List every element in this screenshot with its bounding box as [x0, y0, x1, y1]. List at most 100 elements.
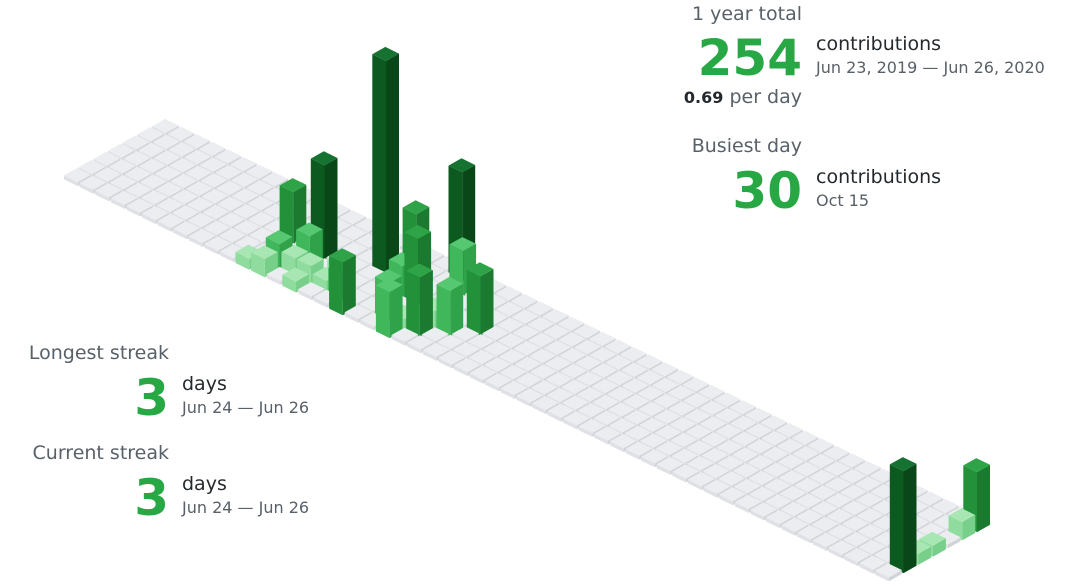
face-top — [750, 502, 777, 517]
face-right — [386, 53, 399, 275]
face-top — [747, 455, 775, 470]
face-right — [389, 284, 403, 339]
face-top — [854, 460, 881, 475]
face-top — [547, 403, 575, 418]
face-top — [402, 200, 430, 215]
day-column — [375, 278, 403, 339]
face-top — [233, 220, 261, 235]
face-left — [266, 274, 281, 285]
face-top — [375, 269, 402, 284]
face-top — [916, 491, 944, 506]
face-right — [962, 515, 976, 541]
face-top — [137, 127, 165, 142]
face-top — [827, 524, 855, 539]
face-top — [188, 228, 216, 243]
face-top — [745, 423, 773, 438]
face-top — [574, 339, 601, 354]
face-left — [372, 54, 386, 275]
face-top — [186, 197, 214, 212]
face-top — [261, 172, 288, 187]
face-top — [651, 362, 678, 377]
face-left — [329, 255, 343, 316]
face-top — [329, 248, 356, 263]
face-top — [109, 175, 137, 190]
face-top — [185, 165, 212, 180]
face-right — [903, 463, 917, 574]
face-top — [713, 392, 741, 407]
face-top — [654, 425, 682, 440]
face-top — [639, 417, 666, 432]
face-top — [668, 401, 696, 416]
face-top — [231, 172, 258, 187]
face-top — [875, 563, 902, 578]
face-top — [719, 487, 746, 502]
face-top — [576, 371, 603, 386]
face-left — [406, 270, 420, 338]
face-top — [448, 158, 476, 173]
face-top — [683, 393, 711, 408]
face-top — [543, 324, 570, 339]
face-top — [622, 394, 650, 409]
face-left — [625, 449, 640, 460]
face-top — [449, 237, 477, 252]
face-left — [781, 525, 796, 536]
face-top — [140, 174, 167, 189]
face-top — [546, 387, 574, 402]
face-left — [251, 252, 265, 278]
face-top — [141, 206, 169, 221]
rate: 0.69 per day — [684, 86, 802, 108]
face-top — [499, 365, 527, 380]
total-label: 1 year total — [691, 3, 802, 25]
face-left — [282, 274, 296, 293]
current-streak-unit: days — [182, 473, 227, 495]
face-top — [108, 159, 136, 174]
busiest-date: Oct 15 — [816, 191, 870, 210]
face-right — [947, 537, 961, 549]
face-top — [765, 510, 793, 525]
face-top — [672, 464, 699, 479]
face-top — [421, 327, 449, 342]
face-top — [152, 118, 179, 133]
face-top — [204, 236, 231, 251]
face-top — [594, 426, 621, 441]
face-top — [203, 220, 231, 235]
face-top — [560, 363, 588, 378]
face-left — [656, 464, 671, 475]
face-right — [480, 269, 494, 337]
face-left — [672, 471, 686, 483]
face-left — [765, 517, 780, 529]
face-top — [858, 539, 886, 554]
face-top — [217, 196, 244, 211]
face-top — [468, 349, 496, 364]
face-top — [702, 463, 730, 478]
face-top — [592, 394, 620, 409]
face-top — [154, 166, 182, 181]
face-top — [794, 477, 822, 492]
face-top — [781, 517, 809, 532]
face-top — [797, 525, 824, 540]
face-top — [575, 355, 602, 370]
face-top — [558, 332, 586, 347]
face-top — [78, 159, 106, 174]
face-top — [186, 181, 213, 196]
face-left — [438, 357, 452, 369]
face-right — [450, 283, 464, 337]
face-top — [215, 165, 243, 180]
face-top — [282, 267, 309, 282]
face-top — [234, 235, 262, 250]
face-top — [169, 158, 197, 173]
face-top — [245, 164, 273, 179]
face-top — [310, 151, 338, 166]
total-range: Jun 23, 2019 — Jun 26, 2020 — [816, 58, 1045, 77]
face-top — [684, 408, 711, 423]
rate-unit: per day — [729, 86, 802, 108]
face-top — [656, 456, 684, 471]
face-top — [760, 415, 788, 430]
face-top — [796, 509, 823, 524]
face-left — [516, 395, 530, 407]
face-top — [498, 349, 526, 364]
busiest-count: 30 — [732, 162, 802, 220]
face-top — [126, 198, 153, 213]
face-left — [279, 185, 294, 246]
